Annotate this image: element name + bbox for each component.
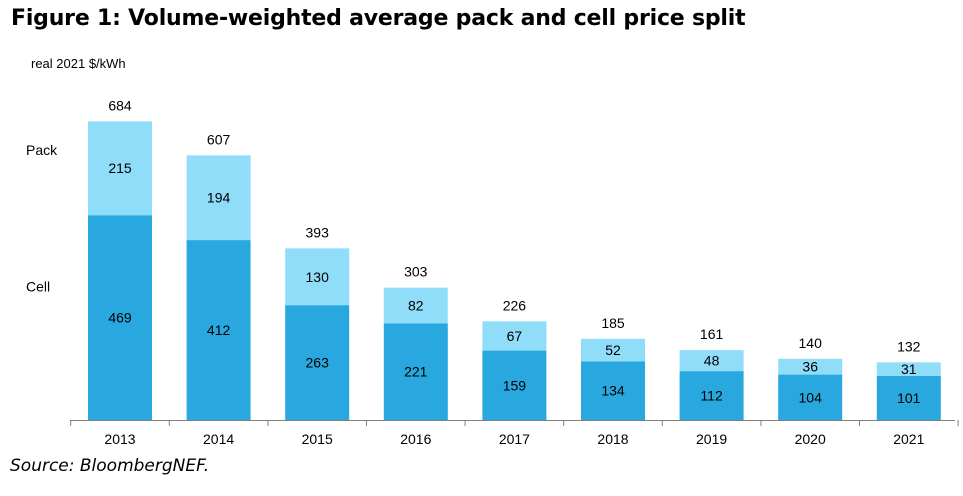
bar-pack-2014 [186,155,251,241]
legend-pack-label: Pack [26,142,58,158]
label-pack-2015: 130 [306,269,330,285]
label-pack-2017: 67 [507,328,523,344]
x-tick-label-2017: 2017 [499,431,530,447]
bars-group: 469 215 684 412 194 607 263 130 393 221 82 303 159 67… [88,97,941,420]
x-axis: 2013 2014 2015 2016 2017 2018 2019 2020 2021 [70,420,959,447]
x-tick-label-2014: 2014 [203,431,234,447]
y-axis-unit-label: real 2021 $/kWh [31,56,126,71]
label-cell-2018: 134 [601,383,625,399]
x-tick-label-2021: 2021 [893,431,924,447]
label-cell-2015: 263 [306,355,330,371]
bar-cell-2021 [876,375,941,420]
label-total-2014: 607 [207,131,231,147]
chart-title: Figure 1: Volume-weighted average pack a… [11,6,746,31]
label-total-2016: 303 [404,264,428,280]
label-total-2018: 185 [601,315,625,331]
bar-cell-2017 [482,350,547,420]
label-cell-2013: 469 [108,310,132,326]
bar-pack-2016 [383,287,448,324]
label-cell-2020: 104 [799,389,823,405]
label-pack-2021: 31 [901,361,917,377]
bar-cell-2018 [581,361,645,420]
legend-cell-label: Cell [26,279,50,295]
label-pack-2019: 48 [704,353,720,369]
bar-cell-2013 [88,215,152,420]
label-cell-2016: 221 [404,364,428,380]
bar-pack-2017 [482,321,547,351]
label-total-2019: 161 [700,326,724,342]
x-tick-label-2019: 2019 [696,431,727,447]
label-cell-2014: 412 [207,322,231,338]
label-cell-2019: 112 [700,388,723,404]
label-pack-2014: 194 [207,190,231,206]
label-total-2015: 393 [306,224,330,240]
source-note: Source: BloombergNEF. [10,456,210,476]
x-tick-label-2020: 2020 [795,431,826,447]
bar-cell-2016 [383,323,448,420]
label-pack-2013: 215 [108,160,132,176]
bar-pack-2020 [778,358,843,375]
label-cell-2017: 159 [503,377,527,393]
label-total-2021: 132 [897,338,921,354]
label-total-2020: 140 [799,335,823,351]
bar-pack-2021 [876,362,941,376]
bar-cell-2014 [186,240,251,420]
bar-pack-2019 [679,350,744,372]
bar-pack-2018 [581,338,645,362]
bar-cell-2019 [679,371,744,420]
label-total-2013: 684 [108,97,132,113]
label-pack-2020: 36 [802,359,818,375]
label-pack-2018: 52 [605,342,621,358]
label-cell-2021: 101 [897,390,921,406]
bar-cell-2015 [285,305,350,420]
legend: Pack Cell [26,142,58,294]
x-tick-label-2013: 2013 [104,431,135,447]
x-tick-label-2015: 2015 [302,431,333,447]
bar-cell-2020 [778,374,843,420]
label-pack-2016: 82 [408,298,424,314]
x-tick-label-2016: 2016 [400,431,431,447]
bar-pack-2013 [88,121,152,216]
x-tick-label-2018: 2018 [597,431,628,447]
bar-pack-2015 [285,248,350,306]
label-total-2017: 226 [503,297,527,313]
